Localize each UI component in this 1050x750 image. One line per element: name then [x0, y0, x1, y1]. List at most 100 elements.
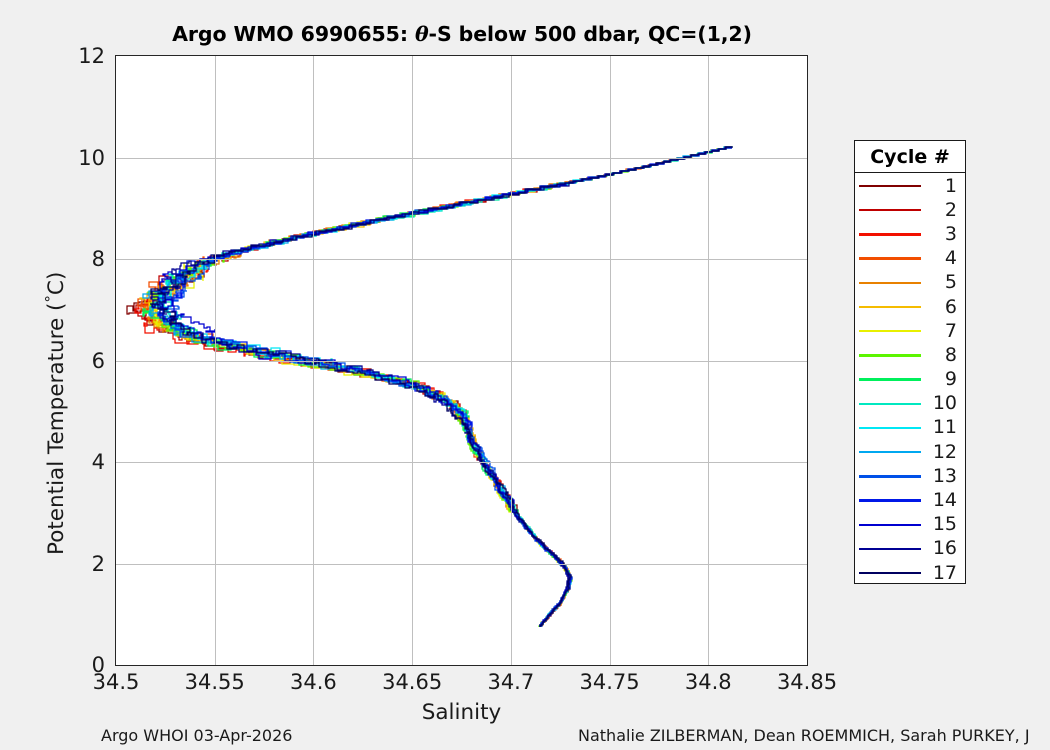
legend-item[interactable]: 1 — [855, 174, 965, 198]
y-tick-label: 8 — [91, 247, 105, 271]
legend-item[interactable]: 8 — [855, 343, 965, 367]
legend-item[interactable]: 4 — [855, 247, 965, 271]
legend-item[interactable]: 14 — [855, 488, 965, 512]
legend-item[interactable]: 10 — [855, 392, 965, 416]
legend-color-swatch — [859, 402, 921, 405]
legend-item-label: 1 — [944, 174, 957, 197]
legend-color-swatch — [859, 281, 921, 285]
legend-title: Cycle # — [855, 141, 965, 173]
x-tick-label: 34.7 — [487, 670, 535, 694]
legend-item[interactable]: 7 — [855, 319, 965, 343]
legend-item[interactable]: 15 — [855, 513, 965, 537]
legend-color-swatch — [859, 378, 921, 381]
x-tick-label: 34.8 — [684, 670, 732, 694]
legend-item[interactable]: 13 — [855, 464, 965, 488]
legend-color-swatch — [859, 475, 921, 478]
chart-title: Argo WMO 6990655: θ-S below 500 dbar, QC… — [115, 22, 809, 46]
profile-line-cycle-7 — [149, 146, 732, 627]
plot-area[interactable] — [115, 55, 808, 666]
gridline-horizontal — [116, 157, 807, 159]
legend-item-label: 6 — [944, 295, 957, 318]
legend-color-swatch — [859, 547, 921, 551]
legend-item[interactable]: 3 — [855, 222, 965, 246]
gridline-horizontal — [116, 360, 807, 362]
legend-item-label: 12 — [932, 440, 957, 463]
legend-item-label: 2 — [944, 198, 957, 221]
y-tick-label: 12 — [78, 44, 105, 68]
legend-item-list: 1 2 3 4 5 6 7 8 9 10 11 12 13 14 15 16 17 — [855, 173, 965, 585]
legend-item-label: 10 — [932, 392, 957, 415]
x-tick-label: 34.65 — [382, 670, 443, 694]
chart-title-prefix: Argo WMO 6990655: — [172, 22, 415, 46]
legend-item-label: 15 — [932, 513, 957, 536]
legend-item[interactable]: 17 — [855, 561, 965, 585]
gridline-horizontal — [116, 563, 807, 565]
legend-panel[interactable]: Cycle # 1 2 3 4 5 6 7 8 9 10 11 12 13 14 15 16 17 — [854, 140, 966, 584]
profile-line-cycle-6 — [139, 146, 732, 627]
y-tick-label: 0 — [91, 653, 105, 677]
profile-line-cycle-16 — [150, 146, 732, 627]
legend-item[interactable]: 6 — [855, 295, 965, 319]
legend-item-label: 13 — [932, 464, 957, 487]
x-tick-label: 34.5 — [92, 670, 140, 694]
legend-item-label: 7 — [944, 319, 957, 342]
legend-color-swatch — [859, 499, 921, 502]
x-axis-title: Salinity — [421, 700, 502, 725]
legend-item-label: 5 — [944, 271, 957, 294]
x-tick-label: 34.75 — [579, 670, 640, 694]
profile-line-cycle-15 — [159, 146, 732, 627]
theta-symbol: θ — [414, 22, 429, 46]
legend-color-swatch — [859, 209, 921, 212]
profile-line-cycle-10 — [151, 147, 731, 627]
legend-color-swatch — [859, 426, 921, 430]
y-tick-label: 6 — [91, 348, 105, 373]
legend-item-label: 9 — [944, 368, 957, 391]
legend-item-label: 16 — [932, 537, 957, 560]
degree-symbol: ° — [42, 295, 60, 303]
legend-item[interactable]: 11 — [855, 416, 965, 440]
profile-line-cycle-4 — [137, 146, 731, 627]
chart-title-suffix: -S below 500 dbar, QC=(1,2) — [428, 22, 752, 46]
legend-color-swatch — [859, 184, 921, 188]
footer-left-text: Argo WHOI 03-Apr-2026 — [101, 726, 293, 745]
gridline-vertical — [807, 56, 808, 665]
profile-line-cycle-9 — [142, 146, 733, 627]
x-tick-label: 34.85 — [776, 670, 838, 694]
profile-line-cycle-8 — [143, 146, 732, 627]
legend-color-swatch — [859, 450, 921, 454]
legend-color-swatch — [859, 330, 921, 333]
legend-color-swatch — [859, 305, 921, 309]
profile-line-cycle-12 — [142, 146, 731, 627]
y-tick-label: 2 — [91, 551, 105, 576]
footer-right-text: Nathalie ZILBERMAN, Dean ROEMMICH, Sarah… — [578, 726, 1030, 745]
legend-item-label: 3 — [944, 222, 957, 245]
y-tick-label: 10 — [78, 145, 105, 170]
x-tick-label: 34.6 — [290, 670, 337, 694]
legend-item[interactable]: 12 — [855, 440, 965, 464]
legend-color-swatch — [859, 523, 921, 526]
legend-item[interactable]: 2 — [855, 198, 965, 222]
legend-color-swatch — [859, 354, 921, 357]
y-axis-title: Potential Temperature (°C) — [42, 271, 69, 555]
profile-line-cycle-3 — [134, 146, 732, 627]
legend-item-label: 17 — [932, 561, 957, 584]
legend-item-label: 14 — [932, 489, 957, 512]
legend-item[interactable]: 9 — [855, 368, 965, 392]
y-tick-label: 4 — [91, 450, 105, 474]
legend-item[interactable]: 5 — [855, 271, 965, 295]
legend-item-label: 4 — [944, 247, 957, 270]
gridline-horizontal — [116, 259, 807, 260]
legend-item-label: 8 — [944, 343, 957, 366]
theta-s-profile-curves — [126, 146, 733, 627]
profile-line-cycle-14 — [152, 147, 732, 627]
profile-line-cycle-13 — [157, 146, 732, 627]
legend-item[interactable]: 16 — [855, 537, 965, 561]
gridline-horizontal — [116, 462, 807, 463]
legend-item-label: 11 — [932, 416, 957, 439]
x-tick-label: 34.55 — [184, 670, 245, 694]
profile-line-cycle-17 — [150, 146, 733, 627]
legend-color-swatch — [859, 257, 921, 260]
profile-line-cycle-5 — [143, 146, 732, 627]
legend-color-swatch — [859, 233, 921, 236]
